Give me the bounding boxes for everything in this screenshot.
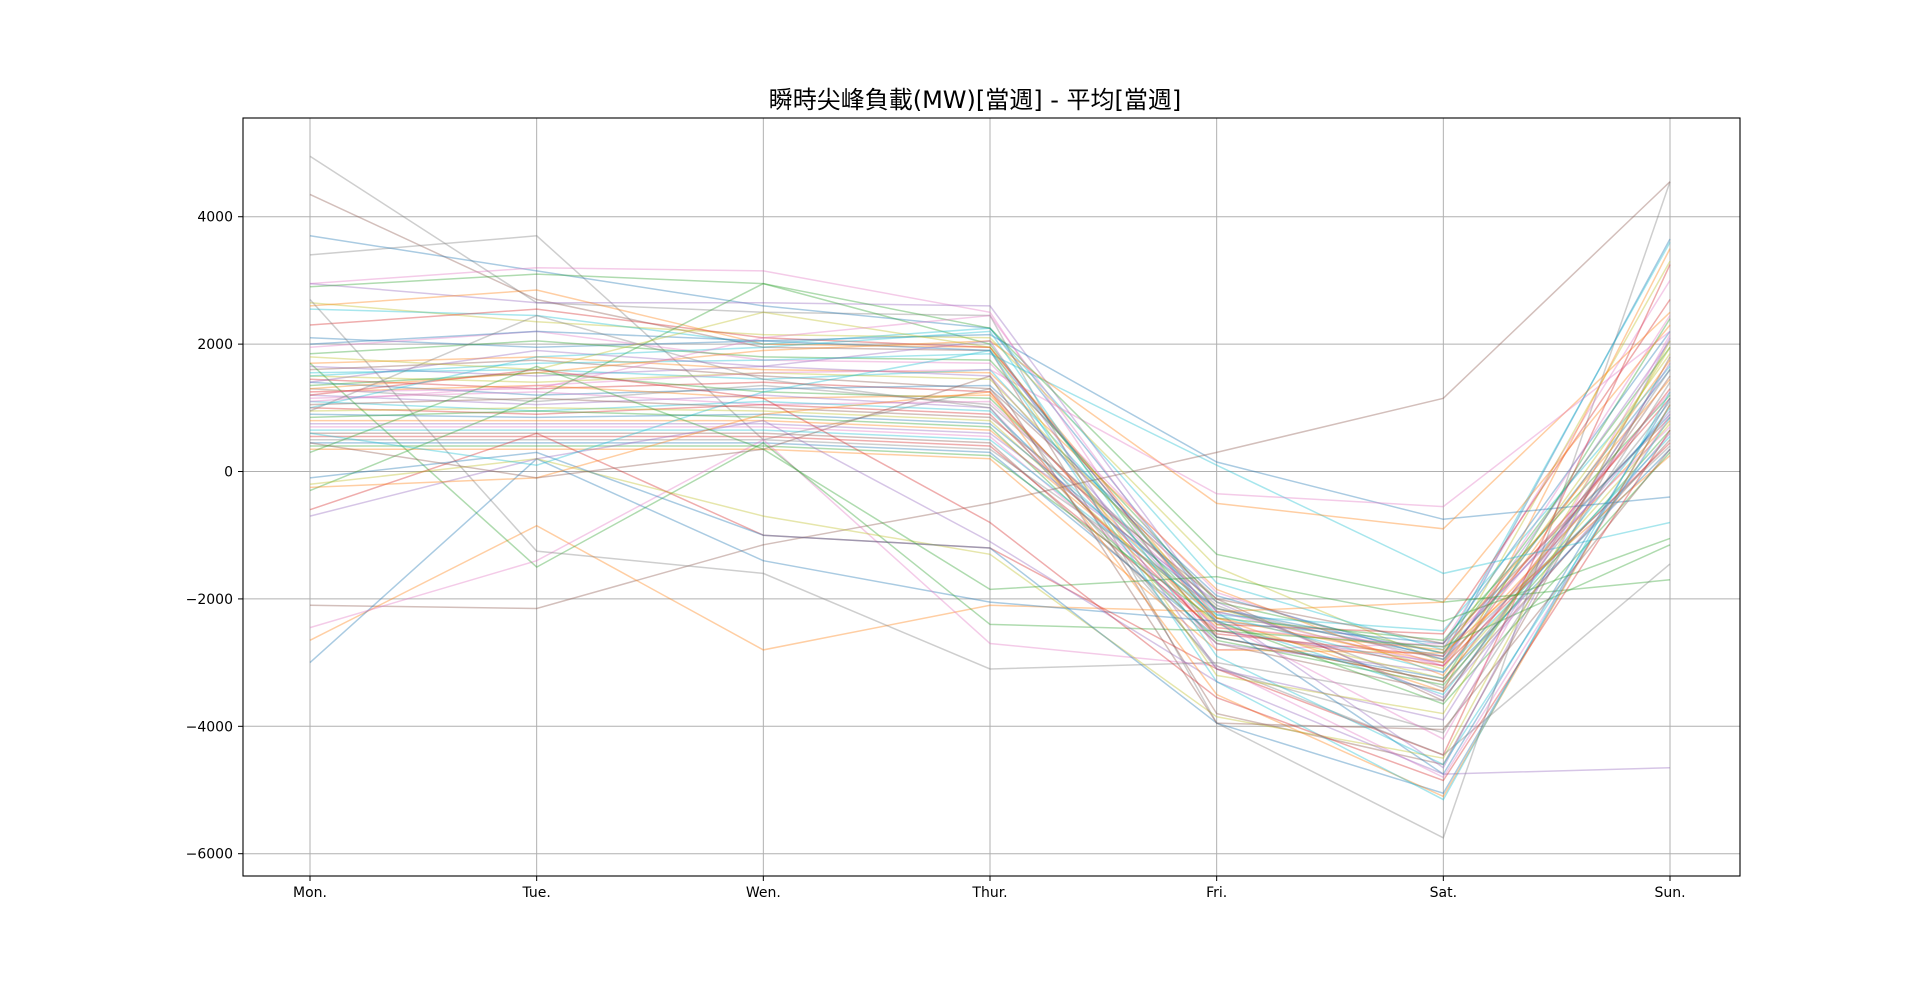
series-line-30 bbox=[309, 407, 1671, 680]
y-tick-label: −4000 bbox=[186, 719, 233, 735]
series-line-65 bbox=[309, 330, 1671, 766]
x-tick-label: Sat. bbox=[1430, 885, 1457, 901]
plot-frame bbox=[242, 117, 1741, 877]
series-line-41 bbox=[310, 445, 1671, 705]
series-line-35 bbox=[310, 426, 1671, 648]
series-line-11 bbox=[309, 299, 1671, 635]
series-line-4 bbox=[309, 235, 1671, 658]
series-line-52 bbox=[309, 362, 1671, 648]
series-line-39 bbox=[310, 438, 1671, 661]
series-line-40 bbox=[310, 442, 1671, 680]
series-line-33 bbox=[310, 419, 1671, 664]
series-line-19 bbox=[309, 353, 1671, 670]
series-line-28 bbox=[309, 397, 1671, 645]
series-line-46 bbox=[309, 330, 1671, 508]
series-line-23 bbox=[309, 384, 1671, 689]
series-line-29 bbox=[309, 397, 1671, 657]
series-line-17 bbox=[309, 359, 1671, 702]
series-line-8 bbox=[309, 260, 1671, 664]
series-line-45 bbox=[309, 311, 1671, 530]
series-line-53 bbox=[309, 298, 1671, 702]
series-line-66 bbox=[309, 311, 1671, 715]
series-lines bbox=[309, 155, 1671, 839]
series-line-18 bbox=[309, 365, 1671, 632]
series-line-22 bbox=[309, 372, 1671, 642]
series-line-7 bbox=[309, 273, 1671, 683]
series-line-16 bbox=[309, 340, 1671, 664]
series-line-26 bbox=[309, 391, 1671, 667]
series-line-49 bbox=[309, 324, 1671, 651]
series-line-5 bbox=[309, 266, 1671, 651]
x-tick-label: Mon. bbox=[293, 885, 327, 901]
series-line-54 bbox=[309, 264, 1671, 756]
series-line-12 bbox=[309, 330, 1671, 645]
x-tick-label: Tue. bbox=[521, 885, 550, 901]
series-line-51 bbox=[309, 413, 1671, 779]
series-line-43 bbox=[309, 330, 1671, 521]
series-line-13 bbox=[309, 315, 1671, 667]
series-line-56 bbox=[309, 404, 1671, 795]
series-line-50 bbox=[309, 397, 1671, 776]
y-tick-label: −6000 bbox=[186, 847, 233, 863]
series-line-63 bbox=[309, 368, 1671, 782]
series-line-61 bbox=[309, 365, 1671, 622]
series-line-38 bbox=[310, 435, 1671, 667]
series-line-55 bbox=[309, 340, 1671, 760]
series-line-14 bbox=[309, 340, 1671, 654]
series-line-10 bbox=[309, 241, 1671, 651]
series-line-25 bbox=[309, 394, 1671, 673]
chart-title: 瞬時尖峰負載(MW)[當週] - 平均[當週] bbox=[769, 86, 1182, 114]
series-line-47 bbox=[309, 282, 1671, 603]
x-tick-label: Fri. bbox=[1206, 885, 1227, 901]
x-tick-label: Thur. bbox=[971, 885, 1007, 901]
y-tick-label: 0 bbox=[224, 465, 233, 481]
y-tick-label: −2000 bbox=[186, 592, 233, 608]
axis-ticks: Mon. Tue. Wen. Thur. Fri. Sat. Sun. 4000 2000 0 −2… bbox=[186, 210, 1686, 901]
series-line-62 bbox=[309, 314, 1671, 756]
series-line-67 bbox=[309, 314, 1671, 741]
series-line-21 bbox=[309, 369, 1671, 661]
y-tick-label: 4000 bbox=[197, 210, 233, 226]
series-line-32 bbox=[309, 410, 1671, 686]
y-tick-label: 2000 bbox=[197, 337, 233, 353]
series-line-6 bbox=[309, 282, 1671, 769]
series-line-48 bbox=[309, 181, 1671, 610]
series-line-24 bbox=[309, 378, 1671, 651]
x-tick-label: Wen. bbox=[746, 885, 781, 901]
series-line-31 bbox=[309, 413, 1671, 654]
series-line-2 bbox=[309, 193, 1671, 766]
grid bbox=[243, 118, 1740, 876]
series-line-15 bbox=[309, 356, 1671, 677]
series-line-1 bbox=[309, 155, 1671, 839]
x-tick-label: Sun. bbox=[1654, 885, 1685, 901]
series-line-58 bbox=[309, 391, 1671, 798]
series-line-9 bbox=[309, 248, 1671, 693]
series-line-37 bbox=[310, 432, 1671, 693]
series-line-36 bbox=[310, 429, 1671, 674]
series-line-44 bbox=[309, 352, 1671, 575]
series-line-64 bbox=[309, 340, 1671, 721]
series-line-20 bbox=[309, 378, 1671, 683]
series-line-3 bbox=[309, 235, 1671, 734]
series-line-59 bbox=[309, 349, 1671, 801]
series-line-57 bbox=[309, 419, 1671, 775]
series-line-60 bbox=[309, 375, 1671, 731]
series-line-42 bbox=[310, 448, 1671, 654]
series-line-27 bbox=[309, 400, 1671, 696]
series-line-34 bbox=[310, 422, 1671, 699]
